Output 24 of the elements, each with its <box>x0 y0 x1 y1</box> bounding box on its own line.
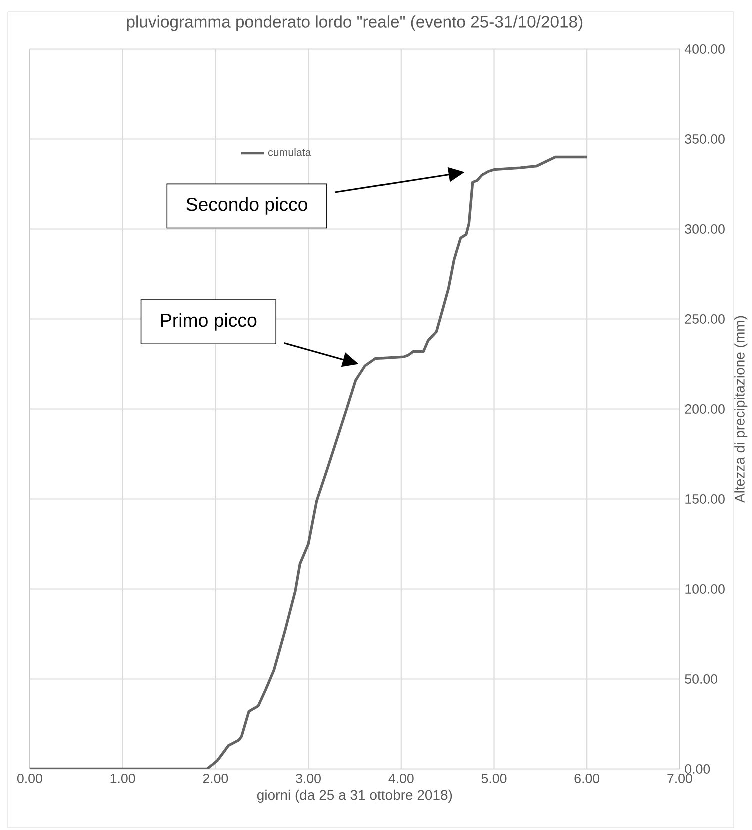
y-tick-label: 300.00 <box>685 224 725 234</box>
legend-label: cumulata <box>268 148 312 156</box>
line-series <box>30 156 588 770</box>
x-tick-label: 0.00 <box>17 774 42 784</box>
y-axis-title: Altezza di precipitazione (mm) <box>734 316 748 503</box>
y-tick-label: 200.00 <box>685 404 725 414</box>
x-tick-label: 2.00 <box>203 774 228 784</box>
y-tick-label: 0.00 <box>685 764 710 774</box>
y-tick-label: 100.00 <box>686 584 725 594</box>
x-tick-label: 1.00 <box>110 774 136 784</box>
x-tick-label: 6.00 <box>574 774 600 784</box>
x-tick-label: 3.00 <box>296 774 321 784</box>
x-axis-title: giorni (da 25 a 31 ottobre 2018) <box>257 790 452 803</box>
annotation: Primo picco <box>161 313 257 331</box>
chart-title: pluviogramma ponderato lordo "reale" (evento 25-31/10/2018) <box>127 16 583 32</box>
y-tick-label: 350.00 <box>685 134 725 144</box>
annotation: Secondo picco <box>186 198 308 215</box>
y-tick-label: 250.00 <box>685 314 725 324</box>
x-tick-label: 7.00 <box>668 774 692 784</box>
x-tick-label: 5.00 <box>482 774 507 784</box>
y-tick-label: 400.00 <box>684 44 725 54</box>
y-tick-label: 50.00 <box>685 674 718 684</box>
x-tick-label: 4.00 <box>388 774 414 784</box>
y-tick-label: 150.00 <box>686 494 725 504</box>
